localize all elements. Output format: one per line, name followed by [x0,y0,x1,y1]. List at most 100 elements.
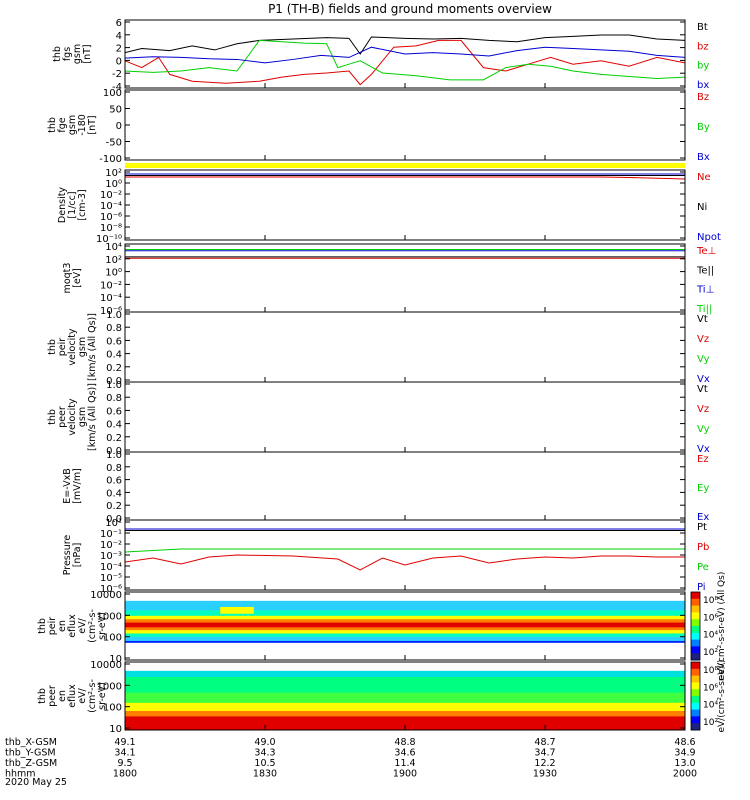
y-tick-label: 10⁻¹⁰ [96,234,122,245]
y-tick-label: 50 [109,105,122,116]
colorbar-label: eV/(cm²-s-sr-eV) [717,659,727,732]
colorbar-step-7 [691,709,700,717]
spectrogram-band-0 [125,600,685,611]
y-tick-label: 2 [116,44,122,55]
legend-bx: bx [697,80,709,91]
y-tick-label: 10¹ [105,518,122,529]
y-tick-label: 10000 [90,590,122,601]
spectrogram-band-4 [125,710,685,717]
y-tick-label: 0.2 [106,363,122,374]
legend-Vy: Vy [697,424,710,435]
y-axis-label: peer [47,685,58,707]
legend-Bt: Bt [697,22,708,33]
xaxis-row-label: hhmm [5,769,36,780]
colorbar-step-5 [691,696,700,704]
legend-Bz: Bz [697,92,709,103]
legend-Ti||: Ti|| [696,304,712,315]
y-axis-label: [cm-3] [77,189,88,220]
date-label: 2020 May 25 [5,777,67,788]
series-Bt [124,34,686,55]
spectrogram-band-2 [125,615,685,620]
xaxis-row-label: thb_Y-GSM [5,748,56,759]
panel-4: 1.0 0.8 0.6 0.4 0.2 0.0 thb peir velocity gsm [km/… [47,310,710,387]
xaxis-value: 12.2 [534,758,555,769]
y-tick-label: 0.6 [106,476,122,487]
spectrogram-band-6 [125,630,685,634]
y-axis-label: thb [37,688,48,704]
xaxis-value: 10.5 [254,758,275,769]
y-axis-label: gsm [77,407,88,427]
colorbar-tick-label: 10⁶ [703,683,718,693]
y-axis-label: velocity [67,328,78,366]
colorbar-step-4 [691,619,700,627]
legend-Pi: Pi [697,582,706,593]
colorbar-tick-label: 10² [703,718,718,728]
xaxis-value: 1800 [113,769,137,780]
xaxis-row-label: thb_X-GSM [5,737,57,748]
y-axis-label: thb [37,618,48,634]
y-axis-label: eV/ [77,617,88,633]
legend-Pt: Pt [697,522,707,533]
y-tick-label: 0 [116,56,122,67]
y-tick-label: 10 [109,654,122,665]
y-tick-label: 0.0 [106,376,122,387]
y-tick-label: 0.0 [106,446,122,457]
y-tick-label: 10⁻⁵ [100,573,122,584]
y-axis-label: fgs [62,47,73,61]
legend-Vx: Vx [697,374,710,385]
y-tick-label: 100 [103,633,122,644]
panel-frame [124,243,686,313]
y-axis-label: eflux [67,614,78,638]
series-Pb [124,554,685,571]
y-tick-label: -2 [112,69,122,80]
y-tick-label: 0.8 [106,393,122,404]
series-bx [124,46,686,64]
spectrogram-band-2 [125,692,685,704]
xaxis-value: 34.7 [534,748,555,759]
legend-Vy: Vy [697,354,710,365]
chart-title: P1 (TH-B) fields and ground moments over… [268,2,552,16]
colorbar-frame [690,661,701,731]
y-tick-label: 10000 [90,660,122,671]
y-tick-label: 0.6 [106,406,122,417]
y-tick-label: 10² [105,255,122,266]
y-axis-label: (cm²-s- [87,679,98,713]
spectrogram-band-1 [125,676,685,694]
y-axis-label: thb [47,409,58,425]
series-bz [124,39,686,86]
y-tick-label: 10⁻² [100,280,122,291]
xaxis-value: 48.8 [394,737,415,748]
xaxis-value: 9.5 [117,758,132,769]
y-axis-label: [1/cc] [67,191,78,218]
panel-5: 1.0 0.8 0.6 0.4 0.2 0.0 thb peer velocity gsm [km/… [47,380,710,457]
colorbar-step-7 [691,639,700,647]
xaxis-value: 1930 [533,769,557,780]
y-tick-label: 0.8 [106,323,122,334]
y-tick-label: 10⁻⁸ [100,223,122,234]
panel-0: 6 4 20 -2 -4 thb fgs gsm [nT] Bt bz by bx [52,18,709,93]
panel-frame [124,169,686,241]
y-tick-label: 0 [116,121,122,132]
legend-Vt: Vt [697,384,708,395]
y-tick-label: 10⁻⁶ [100,584,122,595]
colorbar-tick-label: 10⁶ [703,613,718,623]
legend-Vz: Vz [697,404,709,415]
y-tick-label: 10⁻⁶ [100,306,122,317]
y-axis-label: en [57,690,68,702]
y-tick-label: 10⁻³ [100,551,122,562]
legend-Ne: Ne [697,172,711,183]
y-tick-label: 10⁰ [105,179,122,190]
y-axis-label: [nT] [87,115,98,134]
colorbar-step-2 [691,675,700,683]
colorbar-step-8 [691,716,700,724]
legend-Te⊥: Te⊥ [696,246,716,257]
legend-Te||: Te|| [696,265,714,276]
colorbar-step-3 [691,682,700,690]
y-axis-label: sr-eV) [97,612,108,640]
legend-Ex: Ex [697,512,709,523]
y-tick-label: 0.2 [106,433,122,444]
